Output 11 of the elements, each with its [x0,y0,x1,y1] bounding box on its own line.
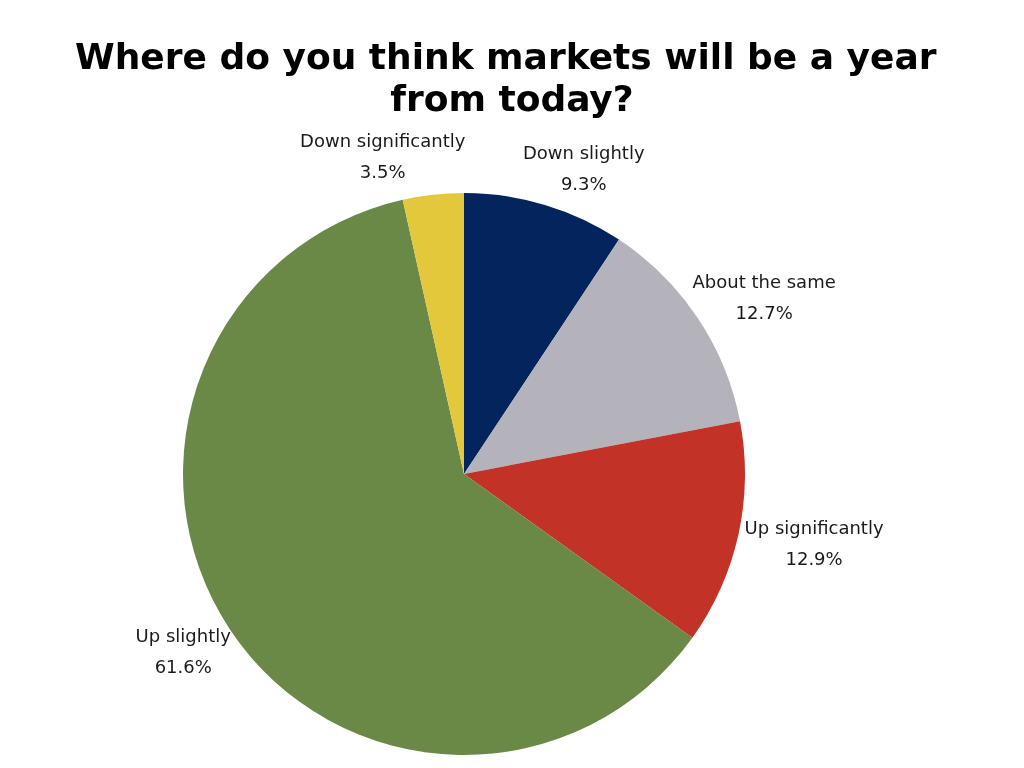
data-label: 3.5% [359,160,406,182]
slice-label: Down significantly [300,129,466,151]
slice-label: About the same [692,270,836,292]
slice-label: Up slightly [135,624,232,646]
data-label: 12.7% [735,301,793,323]
data-label: 9.3% [560,172,607,194]
slice-label: Up significantly [744,516,884,538]
slice-label: Down slightly [522,141,645,163]
data-label: 12.9% [785,547,843,569]
chart-title: Where do you think markets will be a year from today? [74,35,950,119]
data-label: 61.6% [154,655,212,677]
